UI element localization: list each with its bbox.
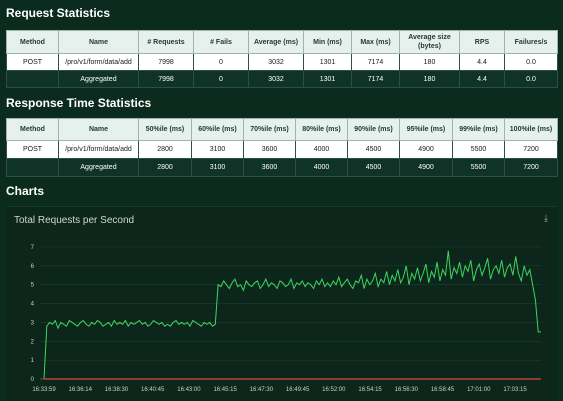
x-tick-label: 16:45:15 xyxy=(213,387,237,393)
table-cell: 2800 xyxy=(138,158,192,177)
charts-title: Charts xyxy=(6,184,45,198)
column-header: 99%ile (ms) xyxy=(452,118,505,141)
response-stats-table: Method Name 50%ile (ms) 60%ile (ms) 70%ile (… xyxy=(6,118,558,177)
column-header: RPS xyxy=(459,30,505,54)
column-header: 90%ile (ms) xyxy=(347,118,400,141)
column-header: # Fails xyxy=(193,30,249,54)
y-tick-label: 1 xyxy=(31,358,35,364)
request-stats-table: Method Name # Requests # Fails Average (ms) M… xyxy=(6,30,558,88)
y-tick-label: 3 xyxy=(31,320,35,326)
table-cell: Aggregated xyxy=(58,158,139,177)
table-cell: POST xyxy=(6,53,59,71)
table-cell: 4000 xyxy=(295,140,348,159)
table-row: POST/pro/v1/form/data/add 2800 3100 3600 400… xyxy=(6,140,558,159)
y-tick-label: 2 xyxy=(31,339,35,345)
download-icon[interactable]: ⤓ xyxy=(544,213,548,223)
y-tick-label: 5 xyxy=(31,283,35,289)
column-header: Max (ms) xyxy=(351,30,400,54)
column-header: 80%ile (ms) xyxy=(295,118,348,141)
column-header: Average (ms) xyxy=(248,30,304,54)
column-header: 95%ile (ms) xyxy=(399,118,453,141)
table-cell xyxy=(6,70,59,88)
x-tick-label: 16:33:59 xyxy=(32,387,56,393)
table-cell: 3032 xyxy=(248,53,304,71)
table-cell: 3032 xyxy=(248,70,304,88)
table-cell: 0 xyxy=(193,53,249,71)
table-cell: 0.0 xyxy=(504,70,558,88)
column-header: Min (ms) xyxy=(303,30,352,54)
table-cell: 3600 xyxy=(243,158,296,177)
table-cell: 7200 xyxy=(504,140,558,159)
y-tick-label: 4 xyxy=(31,302,35,308)
table-cell: 4.4 xyxy=(459,70,505,88)
table-cell: 3100 xyxy=(191,140,244,159)
table-cell: 7174 xyxy=(351,53,400,71)
table-cell: POST xyxy=(6,140,59,159)
x-tick-label: 16:47:30 xyxy=(250,387,274,393)
column-header: Average size (bytes) xyxy=(399,30,460,54)
column-header: Failures/s xyxy=(504,30,558,54)
table-cell: 3100 xyxy=(191,158,244,177)
x-tick-label: 16:58:45 xyxy=(431,387,455,393)
table-cell: 0.0 xyxy=(504,53,558,71)
table-cell: Aggregated xyxy=(58,70,139,88)
column-header: 60%ile (ms) xyxy=(191,118,244,141)
table-cell: 1301 xyxy=(303,53,352,71)
table-cell: 7174 xyxy=(351,70,400,88)
table-cell: 4.4 xyxy=(459,53,505,71)
column-header: 50%ile (ms) xyxy=(138,118,192,141)
x-tick-label: 17:01:00 xyxy=(467,387,491,393)
table-cell: 5500 xyxy=(452,140,505,159)
column-header: Name xyxy=(58,30,139,54)
table-cell: 1301 xyxy=(303,70,352,88)
x-tick-label: 16:38:30 xyxy=(105,387,129,393)
table-cell: /pro/v1/form/data/add xyxy=(58,53,139,71)
x-tick-label: 16:40:45 xyxy=(141,387,165,393)
table-cell: 4900 xyxy=(399,158,453,177)
x-tick-label: 16:52:00 xyxy=(322,387,346,393)
chart-panel: Total Requests per Second ⤓ 0 1 2 3 4 5 6 7 16:3… xyxy=(6,206,557,401)
x-tick-label: 16:49:45 xyxy=(286,387,310,393)
y-tick-label: 0 xyxy=(31,377,35,383)
x-tick-label: 17:03:15 xyxy=(503,387,527,393)
table-cell: 4500 xyxy=(347,158,400,177)
x-tick-label: 16:43:00 xyxy=(177,387,201,393)
table-cell: 7998 xyxy=(138,53,194,71)
request-stats-title: Request Statistics xyxy=(6,6,111,20)
table-cell: /pro/v1/form/data/add xyxy=(58,140,139,159)
x-tick-label: 16:56:30 xyxy=(395,387,419,393)
table-cell xyxy=(6,158,59,177)
column-header: Method xyxy=(6,118,59,141)
table-row: POST/pro/v1/form/data/add 7998 0 3032 1301 71… xyxy=(6,53,558,71)
requests-per-second-chart: 0 1 2 3 4 5 6 7 16:33:59 16:36:14 16:38:30 16:40:45… xyxy=(31,245,541,393)
table-cell: 4000 xyxy=(295,158,348,177)
y-tick-label: 7 xyxy=(31,245,35,251)
series-line-rps xyxy=(43,250,541,380)
table-cell: 180 xyxy=(399,70,460,88)
column-header: 100%ile (ms) xyxy=(504,118,558,141)
table-row: Aggregated 7998 0 3032 1301 7174 180 4.4 0.0 xyxy=(6,70,558,88)
table-cell: 7200 xyxy=(504,158,558,177)
table-cell: 3600 xyxy=(243,140,296,159)
table-cell: 4500 xyxy=(347,140,400,159)
table-cell: 0 xyxy=(193,70,249,88)
response-stats-title: Response Time Statistics xyxy=(6,96,152,110)
table-cell: 180 xyxy=(399,53,460,71)
column-header: # Requests xyxy=(138,30,194,54)
y-tick-label: 6 xyxy=(31,264,35,270)
table-cell: 4900 xyxy=(399,140,453,159)
x-tick-label: 16:54:15 xyxy=(358,387,382,393)
table-cell: 5500 xyxy=(452,158,505,177)
x-tick-label: 16:36:14 xyxy=(69,387,93,393)
table-cell: 2800 xyxy=(138,140,192,159)
table-cell: 7998 xyxy=(138,70,194,88)
table-row: Aggregated 2800 3100 3600 4000 4500 4900 5500 72… xyxy=(6,158,558,177)
chart-title: Total Requests per Second xyxy=(14,215,135,226)
column-header: Name xyxy=(58,118,139,141)
column-header: 70%ile (ms) xyxy=(243,118,296,141)
column-header: Method xyxy=(6,30,59,54)
